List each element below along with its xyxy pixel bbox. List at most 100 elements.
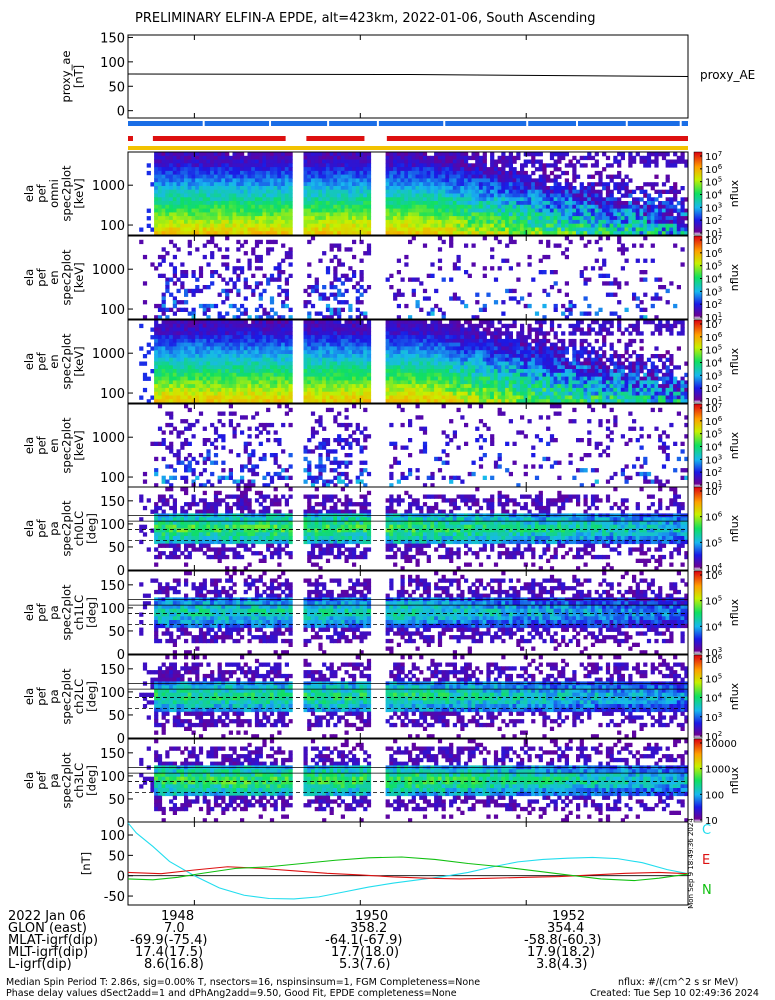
heat-cell	[579, 223, 584, 228]
heat-cell	[594, 197, 599, 202]
heat-cell	[202, 323, 207, 329]
heat-cell	[464, 327, 469, 332]
heat-cell	[213, 384, 219, 389]
heat-cell	[172, 300, 177, 305]
heat-cell	[165, 354, 170, 359]
heat-cell	[568, 227, 573, 232]
heat-cell	[452, 399, 457, 404]
heat-cell	[180, 193, 185, 198]
heat-cell	[355, 167, 360, 172]
heat-cell	[273, 331, 278, 336]
heat-cell	[187, 178, 192, 183]
heat-cell	[210, 350, 215, 355]
heat-cell	[169, 186, 174, 191]
heat-cell	[236, 365, 241, 370]
heat-cell	[273, 182, 278, 187]
heat-cell	[254, 391, 260, 396]
heat-cell	[561, 152, 566, 157]
heat-cell	[534, 186, 540, 191]
heat-cell	[273, 277, 278, 282]
heat-cell	[228, 186, 233, 191]
heat-cell	[225, 223, 230, 228]
heat-cell	[337, 369, 342, 374]
heat-cell	[456, 254, 461, 260]
heat-cell	[449, 395, 454, 400]
heat-cell	[262, 197, 267, 202]
heat-cell	[281, 320, 286, 325]
heat-cell	[213, 395, 219, 400]
heat-cell	[680, 227, 685, 232]
heat-cell	[542, 208, 547, 213]
heat-cell	[258, 323, 263, 329]
heat-cell	[366, 372, 372, 378]
heat-cell	[590, 182, 596, 187]
heat-cell	[184, 350, 189, 355]
heat-cell	[359, 320, 364, 325]
heat-cell	[322, 292, 327, 297]
heat-cell	[632, 204, 637, 210]
heat-cell	[325, 320, 331, 325]
heat-cell	[161, 350, 166, 355]
heat-cell	[464, 335, 469, 340]
heat-cell	[161, 331, 166, 336]
heat-cell	[284, 296, 289, 301]
heat-cell	[389, 331, 394, 336]
heat-cell	[508, 239, 513, 245]
heat-cell	[180, 152, 185, 157]
heat-cell	[396, 369, 401, 374]
heat-cell	[460, 323, 465, 329]
heat-cell	[546, 189, 551, 194]
heat-cell	[646, 159, 652, 164]
heat-cell	[445, 167, 450, 172]
heat-cell	[307, 376, 312, 381]
heat-cell	[281, 346, 286, 351]
heat-cell	[322, 365, 327, 370]
heat-cell	[325, 182, 331, 187]
heat-cell	[684, 231, 689, 236]
heat-cell	[460, 155, 465, 161]
heat-cell	[408, 380, 413, 385]
heat-cell	[561, 186, 566, 191]
heat-cell	[501, 300, 506, 305]
heat-cell	[419, 231, 424, 236]
heat-cell	[497, 223, 502, 228]
heat-cell	[355, 197, 360, 202]
heat-cell	[266, 376, 271, 381]
heat-cell	[169, 307, 174, 312]
heat-cell	[176, 193, 181, 198]
heat-cell	[523, 227, 528, 232]
heat-cell	[243, 219, 248, 225]
heat-cell	[288, 182, 293, 187]
heat-cell	[564, 227, 569, 232]
heat-cell	[266, 338, 271, 344]
heat-cell	[344, 227, 349, 232]
heat-cell	[546, 201, 551, 206]
heat-cell	[419, 178, 424, 183]
heat-cell	[426, 323, 431, 329]
heat-cell	[422, 219, 428, 225]
heat-cell	[161, 208, 166, 213]
heat-cell	[240, 335, 245, 340]
heat-cell	[187, 357, 192, 362]
heat-cell	[217, 331, 222, 336]
heat-cell	[366, 223, 372, 228]
heat-cell	[172, 193, 177, 198]
heat-cell	[512, 155, 517, 161]
heat-cell	[161, 159, 166, 164]
heat-cell	[471, 208, 476, 213]
heat-cell	[206, 159, 211, 164]
heat-cell	[434, 303, 439, 309]
heat-cell	[452, 331, 457, 336]
heat-cell	[430, 223, 435, 228]
heat-cell	[408, 189, 413, 194]
heat-cell	[154, 335, 159, 340]
heat-cell	[187, 380, 192, 385]
heat-cell	[594, 204, 599, 210]
heat-cell	[165, 212, 170, 217]
heat-cell	[415, 354, 420, 359]
heat-cell	[254, 323, 260, 329]
heat-cell	[516, 208, 521, 213]
heat-cell	[643, 315, 648, 320]
heat-cell	[325, 395, 331, 400]
heat-cell	[325, 223, 331, 228]
